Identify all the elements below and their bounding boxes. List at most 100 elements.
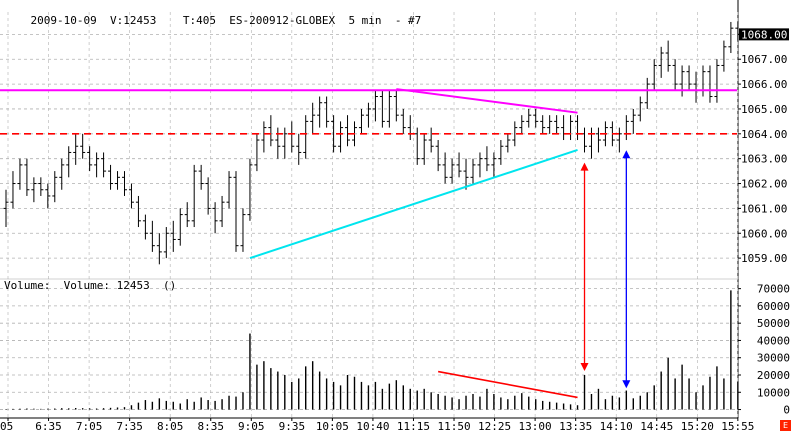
time-tick-label: 10:05 <box>316 420 349 433</box>
ohlc-bar <box>212 202 218 234</box>
time-tick-label: 11:15 <box>397 420 430 433</box>
volume-bars <box>5 290 739 410</box>
ohlc-bar <box>442 152 448 184</box>
volume-tick-label: 0 <box>783 404 790 417</box>
ohlc-bar <box>672 59 678 91</box>
arrow-head-up <box>580 162 589 171</box>
ohlc-bar <box>219 195 225 228</box>
time-tick-label: 05 <box>0 420 13 433</box>
ohlc-bar <box>268 115 274 147</box>
ohlc-bar <box>435 140 441 172</box>
price-bars <box>3 21 741 265</box>
ohlc-bar <box>477 152 483 178</box>
divergence-arrow <box>580 162 589 371</box>
arrow-head-down <box>580 363 589 371</box>
ohlc-bar <box>142 214 148 240</box>
ohlc-bar <box>149 220 155 252</box>
price-tick-label: 1060.00 <box>741 227 787 240</box>
time-tick-label: 11:50 <box>437 420 470 433</box>
last-price-box <box>739 28 789 41</box>
ohlc-bar <box>310 102 316 134</box>
price-tick-label: 1062.00 <box>741 178 787 191</box>
ohlc-bar <box>80 133 86 159</box>
price-tick-label: 1065.00 <box>741 103 787 116</box>
ohlc-bar <box>651 59 657 91</box>
resistance-trendline <box>396 88 578 114</box>
time-tick-label: 8:35 <box>197 420 224 433</box>
ohlc-bar <box>554 115 560 134</box>
ohlc-bar <box>358 108 364 134</box>
ohlc-bar <box>303 115 309 159</box>
ohlc-bar <box>658 46 664 78</box>
ohlc-bar <box>456 152 462 178</box>
ohlc-bar <box>115 171 121 190</box>
ohlc-bar <box>728 21 734 54</box>
ohlc-bar <box>226 171 232 209</box>
header-volume: V:12453 <box>109 14 157 27</box>
ohlc-bar <box>108 164 114 190</box>
ohlc-bar <box>533 108 539 128</box>
ohlc-bar <box>289 121 295 153</box>
ohlc-bar <box>156 233 162 265</box>
ohlc-bar <box>324 96 330 128</box>
ohlc-bar <box>505 133 511 153</box>
ohlc-bar <box>331 115 337 153</box>
arrow-head-down <box>622 380 631 389</box>
header-chart-no: - #7 <box>394 14 422 27</box>
ohlc-bar <box>101 152 107 178</box>
ohlc-bar <box>261 121 267 153</box>
divergence-arrow <box>622 150 631 389</box>
volume-tick-label: 40000 <box>757 334 790 347</box>
time-tick-label: 7:35 <box>116 420 143 433</box>
ohlc-bar <box>637 96 643 122</box>
header-symbol: ES-200912-GLOBEX <box>229 14 336 27</box>
ohlc-bar <box>17 158 23 190</box>
price-tick-label: 1064.00 <box>741 128 787 141</box>
ohlc-bar <box>616 127 622 153</box>
corner-button[interactable]: E <box>780 420 791 431</box>
ohlc-bar <box>686 65 692 91</box>
price-tick-label: 1066.00 <box>741 78 787 91</box>
time-tick-label: 15:55 <box>721 420 754 433</box>
arrow-head-up <box>622 150 631 159</box>
ohlc-bar <box>735 21 741 41</box>
ohlc-bar <box>526 108 532 128</box>
time-tick-label: 7:05 <box>76 420 103 433</box>
ohlc-bar <box>512 121 518 147</box>
ohlc-bar <box>87 146 93 172</box>
ohlc-bar <box>721 40 727 72</box>
ohlc-bar <box>414 127 420 165</box>
ohlc-bar <box>135 195 141 228</box>
ohlc-bar <box>163 227 169 259</box>
ohlc-bar <box>428 127 434 153</box>
ohlc-bar <box>128 183 134 209</box>
ohlc-bar <box>240 208 246 252</box>
ohlc-bar <box>275 127 281 159</box>
price-tick-label: 1067.00 <box>741 53 787 66</box>
price-tick-label: 1063.00 <box>741 153 787 166</box>
ohlc-bar <box>491 152 497 178</box>
ohlc-bar <box>707 65 713 103</box>
volume-tick-label: 20000 <box>757 369 790 382</box>
ohlc-bar <box>38 177 44 196</box>
ohlc-bar <box>498 140 504 165</box>
ohlc-bar <box>191 164 197 228</box>
time-tick-label: 10:40 <box>356 420 389 433</box>
ohlc-bar <box>679 65 685 97</box>
ohlc-bar <box>449 158 455 184</box>
volume-trendline <box>437 370 578 399</box>
ohlc-bar <box>568 115 574 141</box>
ohlc-bar <box>547 115 553 134</box>
header-interval: 5 min <box>348 14 382 27</box>
volume-tick-label: 60000 <box>757 300 790 313</box>
ohlc-bar <box>31 177 37 203</box>
ohlc-bar <box>198 164 204 190</box>
ohlc-bar <box>714 59 720 103</box>
ohlc-bar <box>170 220 176 252</box>
ohlc-bar <box>177 208 183 246</box>
ohlc-bar <box>644 77 650 109</box>
time-tick-label: 8:05 <box>157 420 184 433</box>
ohlc-bar <box>588 127 594 159</box>
ohlc-bar <box>121 171 127 196</box>
ohlc-bar <box>59 158 65 190</box>
